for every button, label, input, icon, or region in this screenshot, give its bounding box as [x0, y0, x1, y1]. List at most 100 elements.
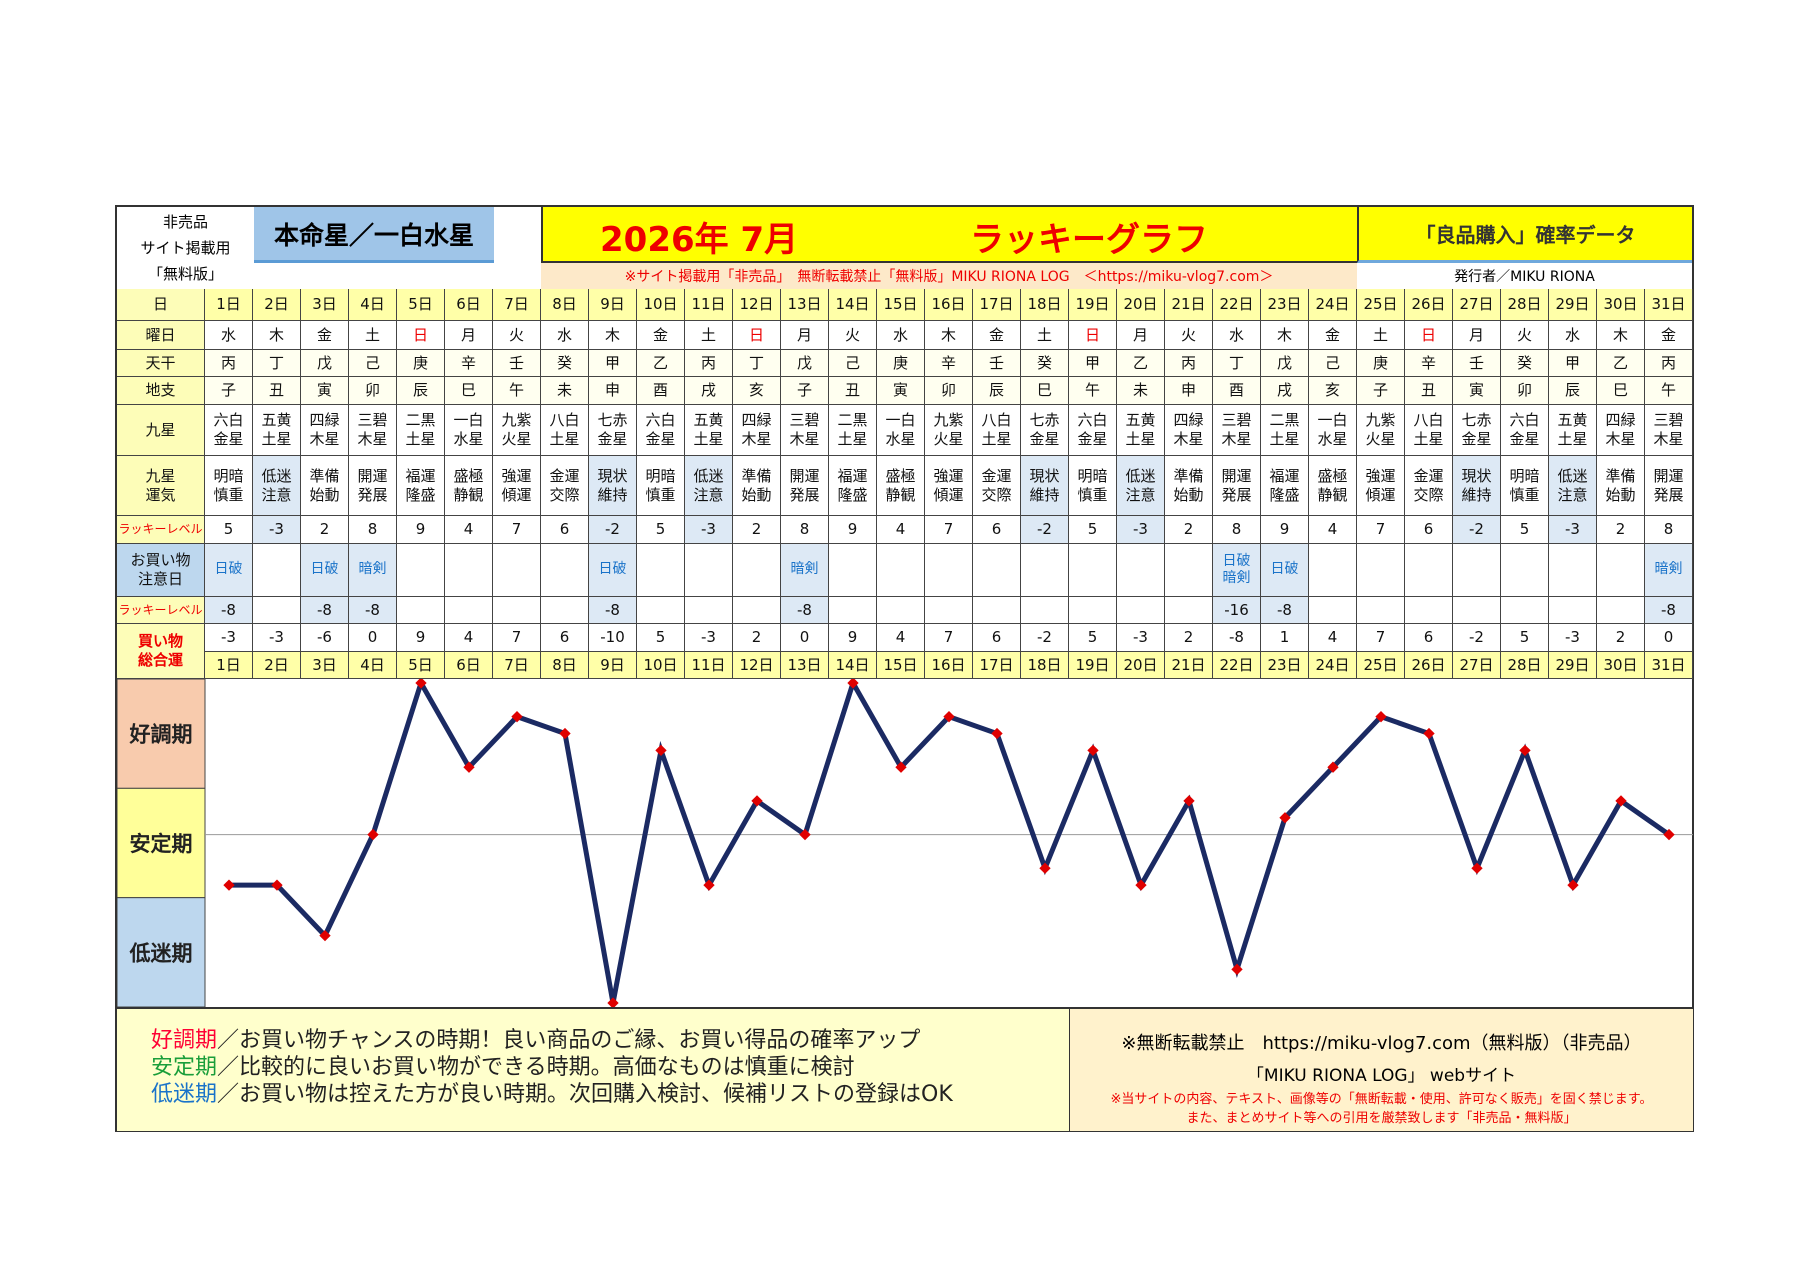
star-cell: 九紫 火星: [1357, 405, 1405, 456]
caution_lucky-cell: [877, 597, 925, 624]
band-label: 低迷期: [129, 941, 193, 965]
data-point: [799, 828, 811, 841]
row-label-lucky: ラッキーレベル: [117, 516, 205, 544]
legend-stable: 安定期／比較的に良いお買い物ができる時期。高価なものは慎重に検討: [151, 1054, 1069, 1081]
day-cell: 31日: [1645, 289, 1693, 321]
lucky-cell: 8: [1645, 516, 1693, 544]
shi-cell: 申: [1165, 377, 1213, 405]
caution-cell: 日破 暗剣: [1213, 544, 1261, 597]
data-point: [1039, 862, 1051, 874]
day-cell: 15日: [877, 289, 925, 321]
shi-cell: 午: [1645, 377, 1693, 405]
row-label-star: 九星: [117, 405, 205, 456]
data-point: [1327, 761, 1339, 773]
day-cell: 20日: [1117, 289, 1165, 321]
day2-cell: 10日: [637, 652, 685, 679]
kan-cell: 己: [1309, 350, 1357, 377]
lucky-cell: 4: [445, 516, 493, 544]
day2-cell: 5日: [397, 652, 445, 679]
day2-cell: 12日: [733, 652, 781, 679]
notice-bar: ※サイト掲載用「非売品」 無断転載禁止「無料版」MIKU RIONA LOG ＜…: [541, 263, 1357, 289]
star-cell: 七赤 金星: [1453, 405, 1501, 456]
kan-cell: 己: [829, 350, 877, 377]
total-cell: 5: [637, 624, 685, 652]
legend-stable-label: 安定期: [151, 1055, 218, 1080]
weekday-cell: 火: [829, 321, 877, 350]
row-label-fortune: 九星 運気: [117, 456, 205, 516]
data-point: [1567, 879, 1579, 891]
fortune-cell: 明暗 慎重: [205, 456, 253, 516]
caution_lucky-cell: [637, 597, 685, 624]
day-cell: 30日: [1597, 289, 1645, 321]
fortune-cell: 準備 始動: [1165, 456, 1213, 516]
lucky-cell: 7: [493, 516, 541, 544]
day2-cell: 26日: [1405, 652, 1453, 679]
kan-cell: 己: [349, 350, 397, 377]
kan-cell: 辛: [445, 350, 493, 377]
total-cell: 0: [349, 624, 397, 652]
fortune-cell: 盛極 静観: [1309, 456, 1357, 516]
copyright-line-3: ※当サイトの内容、テキスト、画像等の「無断転載・使用、許可なく販売」を固く禁じま…: [1110, 1092, 1653, 1107]
weekday-cell: 月: [781, 321, 829, 350]
data-point: [1135, 879, 1147, 891]
row-label-kan: 天干: [117, 350, 205, 377]
total-cell: -8: [1213, 624, 1261, 652]
caution-cell: 日破: [589, 544, 637, 597]
kan-cell: 庚: [877, 350, 925, 377]
graph-title: ラッキーグラフ: [970, 220, 1208, 260]
data-point: [1375, 711, 1387, 723]
day2-cell: 20日: [1117, 652, 1165, 679]
total-cell: 4: [1309, 624, 1357, 652]
weekday-cell: 水: [1213, 321, 1261, 350]
caution-cell: [1117, 544, 1165, 597]
caution-cell: [397, 544, 445, 597]
day2-cell: 13日: [781, 652, 829, 679]
day2-cell: 6日: [445, 652, 493, 679]
kan-cell: 庚: [1357, 350, 1405, 377]
shi-cell: 酉: [637, 377, 685, 405]
caution-cell: [877, 544, 925, 597]
fortune-cell: 開運 発展: [1213, 456, 1261, 516]
caution_lucky-cell: -8: [1261, 597, 1309, 624]
shi-cell: 午: [493, 377, 541, 405]
fortune-cell: 強運 傾運: [493, 456, 541, 516]
caution_lucky-cell: [685, 597, 733, 624]
shi-cell: 亥: [1309, 377, 1357, 405]
day-cell: 10日: [637, 289, 685, 321]
day2-cell: 28日: [1501, 652, 1549, 679]
shi-cell: 寅: [301, 377, 349, 405]
data-point: [223, 879, 235, 891]
weekday-cell: 日: [1069, 321, 1117, 350]
lucky-cell: 6: [973, 516, 1021, 544]
lucky-cell: -3: [253, 516, 301, 544]
kan-cell: 辛: [925, 350, 973, 377]
caution_lucky-cell: [1453, 597, 1501, 624]
caution_lucky-cell: [493, 597, 541, 624]
weekday-cell: 日: [1405, 321, 1453, 350]
day2-cell: 16日: [925, 652, 973, 679]
lucky-cell: 9: [397, 516, 445, 544]
total-cell: 6: [1405, 624, 1453, 652]
total-cell: -10: [589, 624, 637, 652]
copyright-panel: ※無断転載禁止 https://miku-vlog7.com（無料版）（非売品）…: [1070, 1007, 1693, 1131]
day-cell: 1日: [205, 289, 253, 321]
shi-cell: 戌: [685, 377, 733, 405]
data-point: [1663, 828, 1675, 841]
publisher: 発行者／MIKU RIONA: [1454, 269, 1595, 285]
day2-cell: 18日: [1021, 652, 1069, 679]
total-cell: 7: [925, 624, 973, 652]
lucky-cell: 2: [1597, 516, 1645, 544]
kan-cell: 戊: [1261, 350, 1309, 377]
kan-cell: 丁: [733, 350, 781, 377]
caution-cell: [1597, 544, 1645, 597]
total-cell: -3: [205, 624, 253, 652]
day-cell: 16日: [925, 289, 973, 321]
caution-cell: 日破: [301, 544, 349, 597]
lucky-cell: 5: [637, 516, 685, 544]
day2-cell: 31日: [1645, 652, 1693, 679]
copyright-line-1: ※無断転載禁止 https://miku-vlog7.com（無料版）（非売品）: [1121, 1033, 1642, 1054]
shi-cell: 午: [1069, 377, 1117, 405]
day-cell: 24日: [1309, 289, 1357, 321]
lucky-cell: 7: [925, 516, 973, 544]
day-cell: 8日: [541, 289, 589, 321]
